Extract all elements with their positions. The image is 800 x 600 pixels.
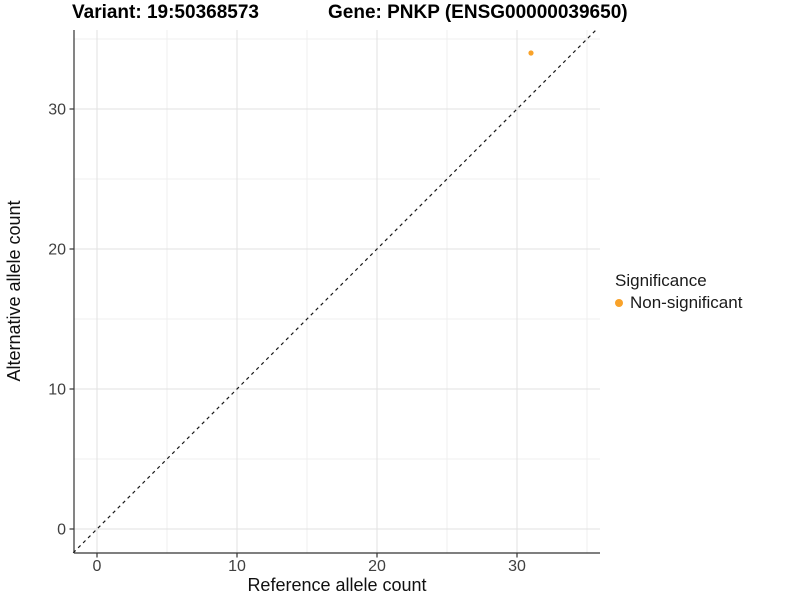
legend-entry-label: Non-significant xyxy=(630,293,743,312)
gene-title: Gene: PNKP (ENSG00000039650) xyxy=(328,2,628,23)
y-axis-title: Alternative allele count xyxy=(4,200,24,381)
y-tick-label: 20 xyxy=(48,242,66,259)
axis-lines xyxy=(73,30,600,554)
y-tick-label: 30 xyxy=(48,102,66,119)
plot-data-layer xyxy=(72,28,598,554)
x-tick-label: 0 xyxy=(93,558,102,575)
variant-title: Variant: 19:50368573 xyxy=(72,2,259,23)
legend: Significance Non-significant xyxy=(615,271,742,312)
x-tick-labels: 0 10 20 30 xyxy=(93,558,526,575)
data-point xyxy=(528,50,534,56)
identity-line xyxy=(72,28,598,554)
legend-title: Significance xyxy=(615,271,707,290)
minor-gridlines xyxy=(74,30,600,553)
y-tick-label: 0 xyxy=(57,522,66,539)
x-tick-label: 30 xyxy=(508,558,526,575)
x-axis-title: Reference allele count xyxy=(247,575,426,595)
y-tick-label: 10 xyxy=(48,382,66,399)
x-tick-label: 20 xyxy=(368,558,386,575)
legend-entry: Non-significant xyxy=(615,293,742,312)
y-tick-labels: 0 10 20 30 xyxy=(48,102,66,539)
major-gridlines xyxy=(74,30,600,553)
x-tick-label: 10 xyxy=(228,558,246,575)
legend-dot-icon xyxy=(615,298,623,307)
tick-marks xyxy=(69,108,518,558)
